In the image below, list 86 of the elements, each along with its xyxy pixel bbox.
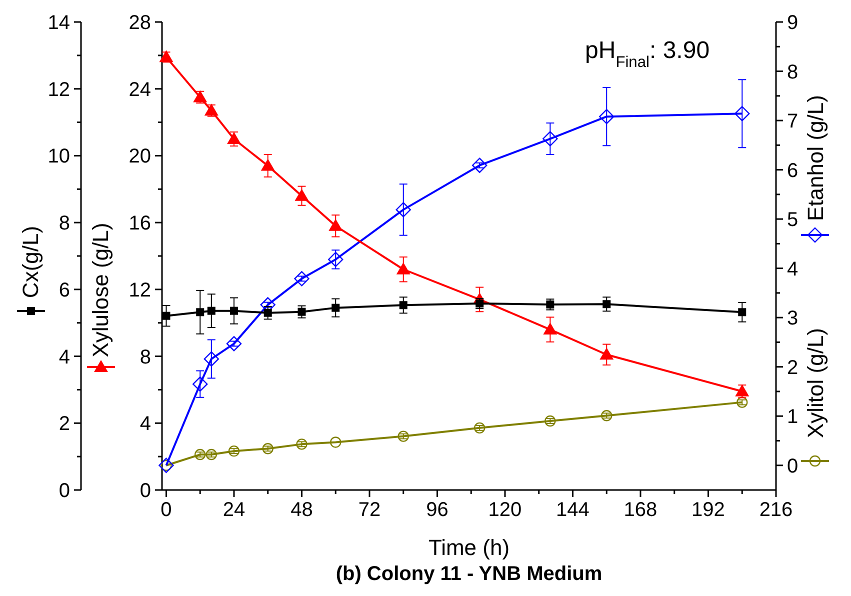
point bbox=[192, 376, 208, 392]
x-tick-label: 216 bbox=[759, 499, 793, 521]
x-tick-label: 120 bbox=[488, 499, 522, 521]
y-tick-label: 0 bbox=[58, 480, 70, 502]
point bbox=[196, 308, 204, 316]
point bbox=[332, 304, 340, 312]
point bbox=[296, 438, 308, 450]
y3-tick-label: 0 bbox=[787, 455, 798, 478]
y3-tick-label: 7 bbox=[787, 110, 798, 133]
point bbox=[162, 312, 170, 320]
y2-tick-label: 20 bbox=[128, 146, 151, 168]
point bbox=[734, 106, 750, 122]
x-tick-label: 144 bbox=[556, 499, 590, 521]
y-tick-label: 2 bbox=[58, 413, 70, 436]
x-tick-label: 72 bbox=[358, 499, 381, 521]
point bbox=[159, 50, 174, 62]
y-tick-label: 4 bbox=[58, 346, 70, 368]
y2-axis-title: Xylulose (g/L) bbox=[88, 222, 113, 358]
y2-tick-label: 0 bbox=[140, 480, 151, 502]
y-axis-title: Cx(g/L) bbox=[18, 226, 43, 298]
y2-tick-label: 4 bbox=[140, 413, 151, 436]
point bbox=[543, 322, 558, 335]
point bbox=[735, 384, 750, 396]
point bbox=[204, 351, 219, 367]
point bbox=[194, 448, 206, 460]
y3-tick-label: 6 bbox=[787, 160, 798, 182]
y2-tick-label: 12 bbox=[128, 279, 151, 302]
point bbox=[294, 188, 309, 201]
point bbox=[330, 436, 342, 448]
annotation: pH$_{Final}$: 3.90 bbox=[585, 37, 710, 70]
x-tick-label: 24 bbox=[222, 499, 246, 521]
x-tick-label: 96 bbox=[426, 499, 448, 521]
point bbox=[206, 448, 217, 460]
y2-tick-label: 24 bbox=[128, 78, 151, 101]
point bbox=[601, 410, 612, 422]
y2-tick-label: 8 bbox=[140, 346, 151, 368]
point bbox=[599, 108, 614, 124]
y-tick-label: 12 bbox=[48, 78, 70, 101]
point bbox=[328, 218, 343, 231]
y-tick-label: 10 bbox=[48, 146, 70, 168]
point bbox=[204, 104, 218, 116]
point bbox=[226, 336, 242, 352]
point bbox=[542, 131, 558, 146]
point bbox=[472, 158, 488, 173]
y3-tick-label: 8 bbox=[787, 61, 798, 84]
text: (b) Colony 11 - YNB Medium bbox=[336, 563, 602, 585]
x-tick-label: 168 bbox=[624, 499, 658, 521]
y-tick-label: 14 bbox=[48, 12, 70, 34]
point bbox=[602, 300, 611, 308]
point bbox=[193, 90, 208, 102]
point bbox=[260, 158, 275, 171]
y3-tick-label: 9 bbox=[787, 12, 798, 34]
point bbox=[396, 262, 410, 274]
x-tick-label: 0 bbox=[160, 499, 172, 521]
point bbox=[264, 308, 272, 317]
point bbox=[226, 132, 241, 144]
point bbox=[399, 301, 408, 310]
point bbox=[474, 422, 486, 434]
y3-tick-label: 2 bbox=[787, 356, 798, 379]
point bbox=[396, 202, 411, 218]
x-axis-title: Time (h) bbox=[428, 535, 510, 560]
y2-tick-label: 16 bbox=[128, 212, 151, 235]
point bbox=[207, 306, 216, 315]
point bbox=[600, 348, 614, 360]
text: Xylitol (g/L) bbox=[803, 328, 828, 438]
y-tick-label: 8 bbox=[58, 212, 70, 235]
y-tick-label: 6 bbox=[58, 279, 70, 302]
y2-tick-label: 28 bbox=[128, 12, 151, 34]
point bbox=[546, 300, 554, 308]
point bbox=[736, 396, 748, 408]
point bbox=[228, 445, 240, 457]
point bbox=[544, 415, 556, 427]
y3-tick-label: 5 bbox=[787, 209, 798, 232]
point bbox=[298, 308, 306, 316]
y3-tick-label: 3 bbox=[787, 308, 798, 330]
point bbox=[328, 252, 344, 268]
text: Etanhol (g/L) bbox=[803, 95, 828, 221]
point bbox=[738, 308, 746, 316]
x-tick-label: 48 bbox=[290, 499, 313, 521]
y3-tick-label: 1 bbox=[787, 406, 798, 428]
y3-tick-label: 4 bbox=[787, 258, 798, 280]
point bbox=[398, 430, 409, 442]
point bbox=[262, 443, 274, 454]
x-tick-label: 192 bbox=[692, 499, 725, 521]
point bbox=[294, 271, 310, 286]
point bbox=[230, 306, 238, 315]
